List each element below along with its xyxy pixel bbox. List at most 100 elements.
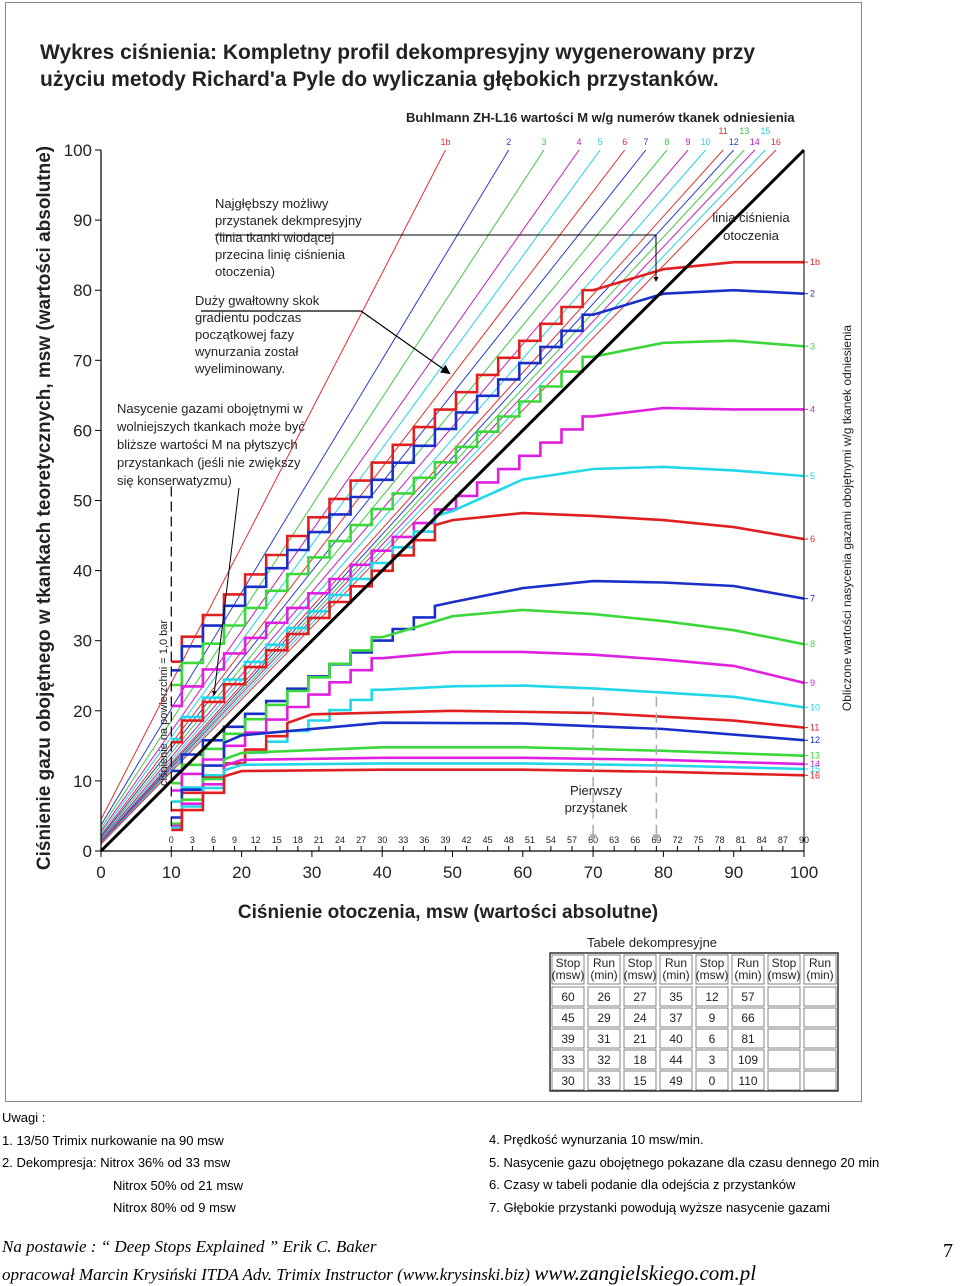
chart-title-line: użyciu metody Richard'a Pyle do wyliczan…: [40, 68, 719, 91]
tissue-end-label: 9: [810, 678, 815, 688]
deco-table-header-text: Stop: [772, 956, 797, 970]
x-tick-label: 40: [373, 863, 392, 882]
mvalue-label: 9: [685, 137, 690, 147]
mvalue-label: 3: [541, 137, 546, 147]
mvalue-line: [101, 150, 626, 836]
deco-table-cell-text: 32: [597, 1053, 611, 1067]
deco-table-header-text: Run: [737, 956, 759, 970]
deco-table-cell-text: 45: [561, 1011, 575, 1025]
depth-tick-label: 84: [757, 835, 767, 845]
deco-table-cell: [551, 1007, 585, 1028]
deco-table-cell: [803, 1028, 837, 1049]
footer-source: Na postawie : “ Deep Stops Explained ” E…: [2, 1237, 377, 1256]
depth-tick-label: 45: [483, 835, 493, 845]
mvalue-label: 1b: [440, 137, 450, 147]
y-tick-label: 50: [73, 492, 92, 511]
mvalue-label: 7: [643, 137, 648, 147]
depth-tick-label: 27: [356, 835, 366, 845]
depth-tick-label: 81: [736, 835, 746, 845]
deco-table-header-cell: [731, 954, 765, 985]
note-2c: Nitrox 80% od 9 msw: [113, 1200, 236, 1215]
tissue-series-line: [171, 756, 804, 828]
deco-table-header-text: Run: [593, 956, 615, 970]
note-5: 5. Nasycenie gazu obojętnego pokazane dl…: [489, 1154, 880, 1170]
mvalue-line: [101, 150, 766, 844]
deco-table-cell: [695, 1070, 729, 1091]
footer-author-line: opracował Marcin Krysiński ITDA Adv. Tri…: [2, 1261, 756, 1286]
annotation-deepest-stop: przystanek dekmpresyjny: [215, 213, 362, 228]
depth-tick-label: 63: [609, 835, 619, 845]
deco-table-cell-text: 6: [709, 1032, 716, 1046]
deco-table-cell-text: 0: [709, 1074, 716, 1088]
depth-tick-label: 21: [314, 835, 324, 845]
depth-tick-label: 69: [651, 835, 661, 845]
annotation-saturation-arrow: [211, 487, 240, 696]
annotation-deepest-stop: przecina linię ciśnienia: [215, 247, 346, 262]
deco-table-cell-text: 24: [633, 1011, 647, 1025]
deco-table-header-text: (min): [662, 968, 689, 982]
mvalue-line: [101, 150, 745, 843]
deco-table-cell: [803, 1070, 837, 1091]
x-tick-label: 20: [232, 863, 251, 882]
annotation-large-jump: wyeliminowany.: [194, 361, 285, 376]
mvalue-line: [101, 150, 756, 843]
tissue-end-label: 8: [810, 639, 815, 649]
deco-table-cell-text: 44: [669, 1053, 683, 1067]
deco-table-header-cell: [695, 954, 729, 985]
deco-table-cell: [587, 1007, 621, 1028]
deco-table-cell-text: 15: [633, 1074, 647, 1088]
deco-table-cell: [695, 1049, 729, 1070]
deco-table-title: Tabele dekompresyjne: [587, 935, 717, 950]
deco-table-header-cell: [587, 954, 621, 985]
deco-table-cell: [551, 1070, 585, 1091]
depth-tick-label: 60: [588, 835, 598, 845]
mvalue-label: 5: [598, 137, 603, 147]
x-tick-label: 60: [513, 863, 532, 882]
x-tick-label: 0: [96, 863, 105, 882]
ambient-pressure-line: [99, 148, 806, 853]
annotation-large-jump: wynurzania został: [194, 344, 298, 359]
surface-pressure-label: ciśnienie na powierzchni = 1,0 bar: [158, 620, 170, 786]
depth-tick-label: 3: [190, 835, 195, 845]
deco-table-header-text: Run: [665, 956, 687, 970]
deco-table-cell: [551, 1049, 585, 1070]
tissue-series-line: [171, 406, 804, 708]
mvalue-line: [101, 150, 689, 841]
depth-tick-label: 57: [567, 835, 577, 845]
y-axis-label: Ciśnienie gazu obojętnego w tkankach teo…: [34, 146, 55, 870]
deco-table-header-cell: [623, 954, 657, 985]
deco-table-cell-text: 110: [738, 1074, 757, 1088]
mvalue-label: 15: [760, 126, 770, 136]
x-axis-label: Ciśnienie otoczenia, msw (wartości absol…: [238, 902, 658, 923]
tissue-series-group: [171, 260, 804, 832]
mvalue-label: 16: [771, 137, 781, 147]
chart-title-line: Wykres ciśnienia: Kompletny profil dekom…: [40, 41, 755, 64]
deco-table-cell-text: 31: [597, 1032, 611, 1046]
deco-table-cell: [731, 1028, 765, 1049]
deco-table-cell-text: 81: [741, 1032, 755, 1046]
deco-table-cell-text: 3: [709, 1053, 716, 1067]
note-2: 2. Dekompresja: Nitrox 36% od 33 msw: [2, 1155, 231, 1170]
deco-table-cell: [587, 1070, 621, 1091]
chart-svg: Wykres ciśnienia: Kompletny profil dekom…: [34, 41, 854, 1092]
tissue-end-label: 13: [810, 751, 820, 761]
tissue-end-label: 12: [810, 735, 820, 745]
page-number: 7: [943, 1240, 953, 1262]
note-6: 6. Czasy w tabeli podanie dla odejścia z…: [489, 1177, 796, 1192]
annotation-large-jump: gradientu podczas: [195, 310, 302, 325]
tissue-series-line: [171, 684, 804, 803]
y-tick-label: 40: [73, 562, 92, 581]
y-tick-label: 20: [73, 702, 92, 721]
first-stop-label: przystanek: [565, 800, 628, 815]
deco-table-cell-text: 29: [597, 1011, 611, 1025]
deco-table-cell-text: 37: [669, 1011, 683, 1025]
deco-table-cell-text: 30: [561, 1074, 575, 1088]
tissue-end-label: 2: [810, 289, 815, 299]
deco-table-cell-text: 35: [669, 990, 683, 1004]
deco-table-header-cell: [767, 954, 801, 985]
deco-table-header-text: (min): [806, 968, 833, 982]
y-tick-label: 0: [83, 842, 92, 861]
x-tick-label: 70: [584, 863, 603, 882]
mvalue-label: 11: [718, 126, 727, 136]
deco-table-cell: [587, 1028, 621, 1049]
